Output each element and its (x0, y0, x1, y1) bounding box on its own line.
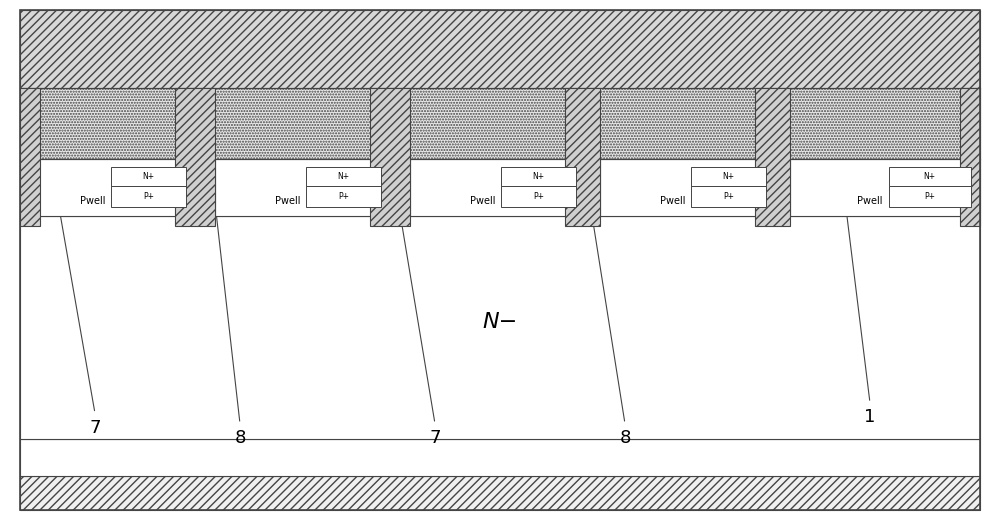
Bar (755, 88, 790, 226)
Bar (20, 88, 980, 159)
Bar (111, 186, 186, 207)
Text: Pwell: Pwell (80, 197, 105, 206)
Text: 7: 7 (89, 419, 101, 437)
Text: N+: N+ (723, 172, 735, 181)
Bar (691, 167, 766, 186)
Bar (889, 167, 970, 186)
Bar (501, 186, 576, 207)
Bar (501, 167, 576, 186)
Text: 8: 8 (234, 429, 246, 447)
Text: 8: 8 (619, 429, 631, 447)
Text: P+: P+ (723, 192, 734, 201)
Bar (20, 10, 980, 88)
Text: P+: P+ (924, 192, 935, 201)
Bar (175, 88, 215, 226)
Bar (20, 439, 980, 476)
Text: 7: 7 (429, 429, 441, 447)
Bar (960, 88, 980, 226)
Text: Pwell: Pwell (275, 197, 300, 206)
Text: 1: 1 (864, 408, 876, 426)
Bar (600, 159, 775, 216)
Bar (565, 88, 600, 226)
Bar (410, 159, 585, 216)
Bar (215, 159, 390, 216)
Text: N+: N+ (924, 172, 936, 181)
Bar (306, 186, 381, 207)
Text: Pwell: Pwell (470, 197, 495, 206)
Bar (306, 167, 381, 186)
Text: Pwell: Pwell (857, 197, 883, 206)
Text: N+: N+ (143, 172, 155, 181)
Bar (20, 88, 40, 226)
Text: N+: N+ (533, 172, 545, 181)
Bar (111, 167, 186, 186)
Text: N−: N− (482, 313, 518, 332)
Text: P+: P+ (143, 192, 154, 201)
Text: P+: P+ (533, 192, 544, 201)
Bar (370, 88, 410, 226)
Text: N+: N+ (338, 172, 350, 181)
Bar (691, 186, 766, 207)
Bar (790, 159, 980, 216)
Bar (20, 216, 980, 439)
Bar (20, 476, 980, 510)
Text: P+: P+ (338, 192, 349, 201)
Text: Pwell: Pwell (660, 197, 685, 206)
Bar (20, 159, 195, 216)
Bar (889, 186, 970, 207)
